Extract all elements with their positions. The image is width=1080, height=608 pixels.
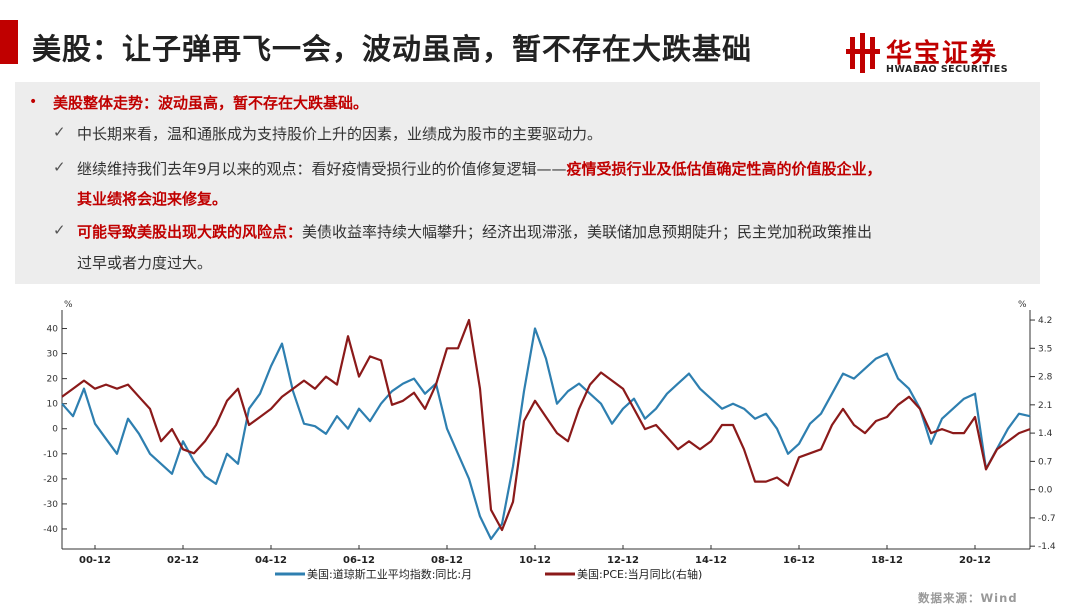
- x-tick-label: 08-12: [431, 555, 463, 566]
- right-tick-label: 1.4: [1038, 429, 1053, 439]
- series-line-1: [61, 327, 1031, 541]
- left-tick-label: 40: [47, 325, 59, 335]
- hwabao-logo-icon: [846, 33, 880, 73]
- dow-vs-pce-chart: %% 40 30 20 10 0 -10 -20 -30 -40 4.2 3.5 2.8 2.1 1.4 0.…: [0, 296, 1080, 608]
- point-2-continued: 其业绩将会迎来修复。: [77, 190, 228, 208]
- point-2: 继续维持我们去年9月以来的观点：看好疫情受损行业的价值修复逻辑——疫情受损行业及…: [77, 158, 882, 179]
- point-3: 可能导致美股出现大跌的风险点：美债收益率持续大幅攀升；经济出现滞涨，美联储加息预…: [77, 221, 872, 242]
- x-tick-label: 02-12: [167, 555, 199, 566]
- right-tick-label: -1.4: [1038, 542, 1056, 552]
- title-accent-bar: [0, 20, 18, 64]
- left-tick-label: 0: [52, 425, 58, 435]
- right-tick-label: 0.7: [1038, 457, 1052, 467]
- chart-svg: % % 40 30 20 10 0 -10 -20 -30 -40 4.2 3.5 2.8 2.1 1.4 0.…: [43, 300, 1056, 581]
- series-line-2: [61, 318, 1031, 532]
- x-tick-label: 10-12: [519, 555, 551, 566]
- legend-label-2: 美国:PCE:当月同比(右轴): [577, 567, 702, 581]
- summary-heading: 美股整体走势：波动虽高，暂不存在大跌基础。: [53, 94, 369, 112]
- logo-text-en: HWABAO SECURITIES: [886, 64, 1009, 75]
- x-tick-label: 04-12: [255, 555, 287, 566]
- x-tick-label: 20-12: [959, 555, 991, 566]
- brand-logo: 华宝证券 HWABAO SECURITIES: [846, 33, 1046, 75]
- right-tick-label: 0.0: [1038, 486, 1053, 496]
- check-icon: ✓: [53, 123, 66, 141]
- right-tick-label: 2.1: [1038, 401, 1052, 411]
- x-tick-label: 00-12: [79, 555, 111, 566]
- right-tick-label: -0.7: [1038, 514, 1056, 524]
- check-icon: ✓: [53, 221, 66, 239]
- right-tick-label: 2.8: [1038, 373, 1053, 383]
- legend-label-1: 美国:道琼斯工业平均指数:同比:月: [307, 567, 472, 581]
- x-tick-label: 06-12: [343, 555, 375, 566]
- right-tick-label: 3.5: [1038, 344, 1052, 354]
- point-2-highlight: 疫情受损行业及低估值确定性高的价值股企业，: [566, 160, 882, 178]
- left-tick-label: 30: [47, 350, 59, 360]
- data-source: 数据来源：Wind: [918, 591, 1018, 605]
- summary-panel: • 美股整体走势：波动虽高，暂不存在大跌基础。 ✓ 中长期来看，温和通胀成为支持…: [15, 82, 1040, 284]
- left-tick-label: -40: [43, 525, 58, 535]
- x-tick-label: 12-12: [607, 555, 639, 566]
- right-axis-unit: %: [1018, 300, 1027, 310]
- point-2-text: 继续维持我们去年9月以来的观点：看好疫情受损行业的价值修复逻辑——: [77, 160, 567, 178]
- point-3-highlight: 可能导致美股出现大跌的风险点：: [77, 223, 303, 241]
- point-3-continued: 过早或者力度过大。: [77, 254, 213, 272]
- left-tick-label: -30: [43, 500, 58, 510]
- left-tick-label: 10: [47, 400, 59, 410]
- x-tick-label: 16-12: [783, 555, 815, 566]
- left-tick-label: 20: [47, 375, 59, 385]
- page-title: 美股：让子弹再飞一会，波动虽高，暂不存在大跌基础: [32, 32, 753, 66]
- right-tick-label: 4.2: [1038, 316, 1052, 326]
- left-axis-unit: %: [64, 300, 73, 310]
- point-3-text: 美债收益率持续大幅攀升；经济出现滞涨，美联储加息预期陡升；民主党加税政策推出: [302, 223, 873, 241]
- x-tick-label: 14-12: [695, 555, 727, 566]
- check-icon: ✓: [53, 158, 66, 176]
- logo-text-cn: 华宝证券: [886, 39, 999, 69]
- bullet-dot-icon: •: [29, 94, 38, 110]
- left-tick-label: -10: [43, 450, 58, 460]
- left-tick-label: -20: [43, 475, 58, 485]
- x-tick-label: 18-12: [871, 555, 903, 566]
- point-1: 中长期来看，温和通胀成为支持股价上升的因素，业绩成为股市的主要驱动力。: [77, 125, 603, 143]
